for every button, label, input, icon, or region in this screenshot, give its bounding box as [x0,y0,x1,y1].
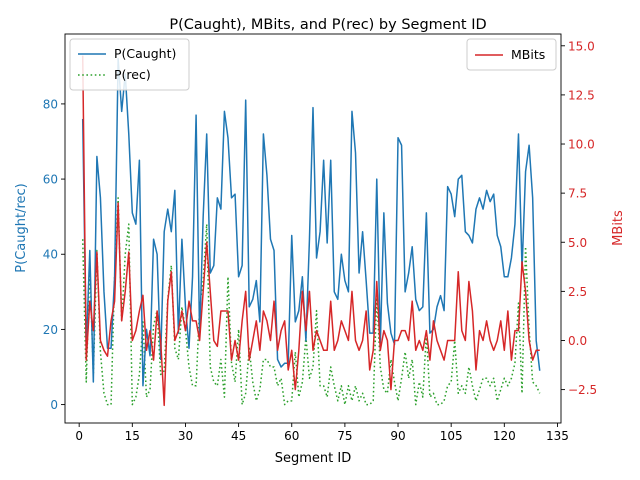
y-right-tick-label: 2.5 [568,285,587,299]
x-axis-label: Segment ID [275,451,351,466]
y-right-tick-label: −2.5 [568,383,597,397]
y-left-tick-label: 60 [43,173,58,187]
x-axis: 0 15 30 45 60 75 90 105 120 135 [75,423,569,443]
y-right-tick-label: 5.0 [568,236,587,250]
x-tick-label: 75 [337,429,352,443]
x-tick-label: 60 [284,429,299,443]
plot-area [64,33,562,424]
y-left-tick-label: 40 [43,248,58,262]
legend-p-rec-label: P(rec) [114,67,151,82]
x-tick-label: 0 [75,429,83,443]
y-right-tick-label: 7.5 [568,187,587,201]
x-tick-label: 120 [493,429,516,443]
x-tick-label: 45 [231,429,246,443]
y-axis-left: 0 20 40 60 80 [43,97,65,412]
x-tick-label: 90 [390,429,405,443]
y-left-tick-label: 20 [43,323,58,337]
y-right-tick-label: 12.5 [568,88,595,102]
x-tick-label: 105 [440,429,463,443]
x-tick-label: 15 [125,429,140,443]
series-p-caught-line [81,58,541,387]
legend-mbits-label: MBits [511,47,545,62]
legend-p-caught-label: P(Caught) [114,46,176,61]
y-right-tick-label: 15.0 [568,39,595,53]
x-tick-label: 30 [178,429,193,443]
y-axis-right: −2.5 0.0 2.5 5.0 7.5 10.0 12.5 15.0 [561,39,597,397]
plot-frame [64,33,562,424]
legend-left-frame [69,38,190,91]
legend-right: MBits [466,38,557,71]
y-left-tick-label: 0 [50,398,58,412]
series-layer [81,55,541,407]
series-mbits-line [81,55,540,407]
x-tick-label: 135 [546,429,569,443]
y-right-tick-label: 0.0 [568,334,587,348]
y-left-tick-label: 80 [43,97,58,111]
series-p-rec-line [81,197,541,406]
legend-left: P(Caught) P(rec) [69,38,190,91]
chart-title: P(Caught), MBits, and P(rec) by Segment … [169,17,486,33]
y-axis-left-label: P(Caught/rec) [14,183,29,272]
legend-right-frame [466,38,557,71]
y-axis-right-label: MBits [611,210,626,246]
y-right-tick-label: 10.0 [568,138,595,152]
